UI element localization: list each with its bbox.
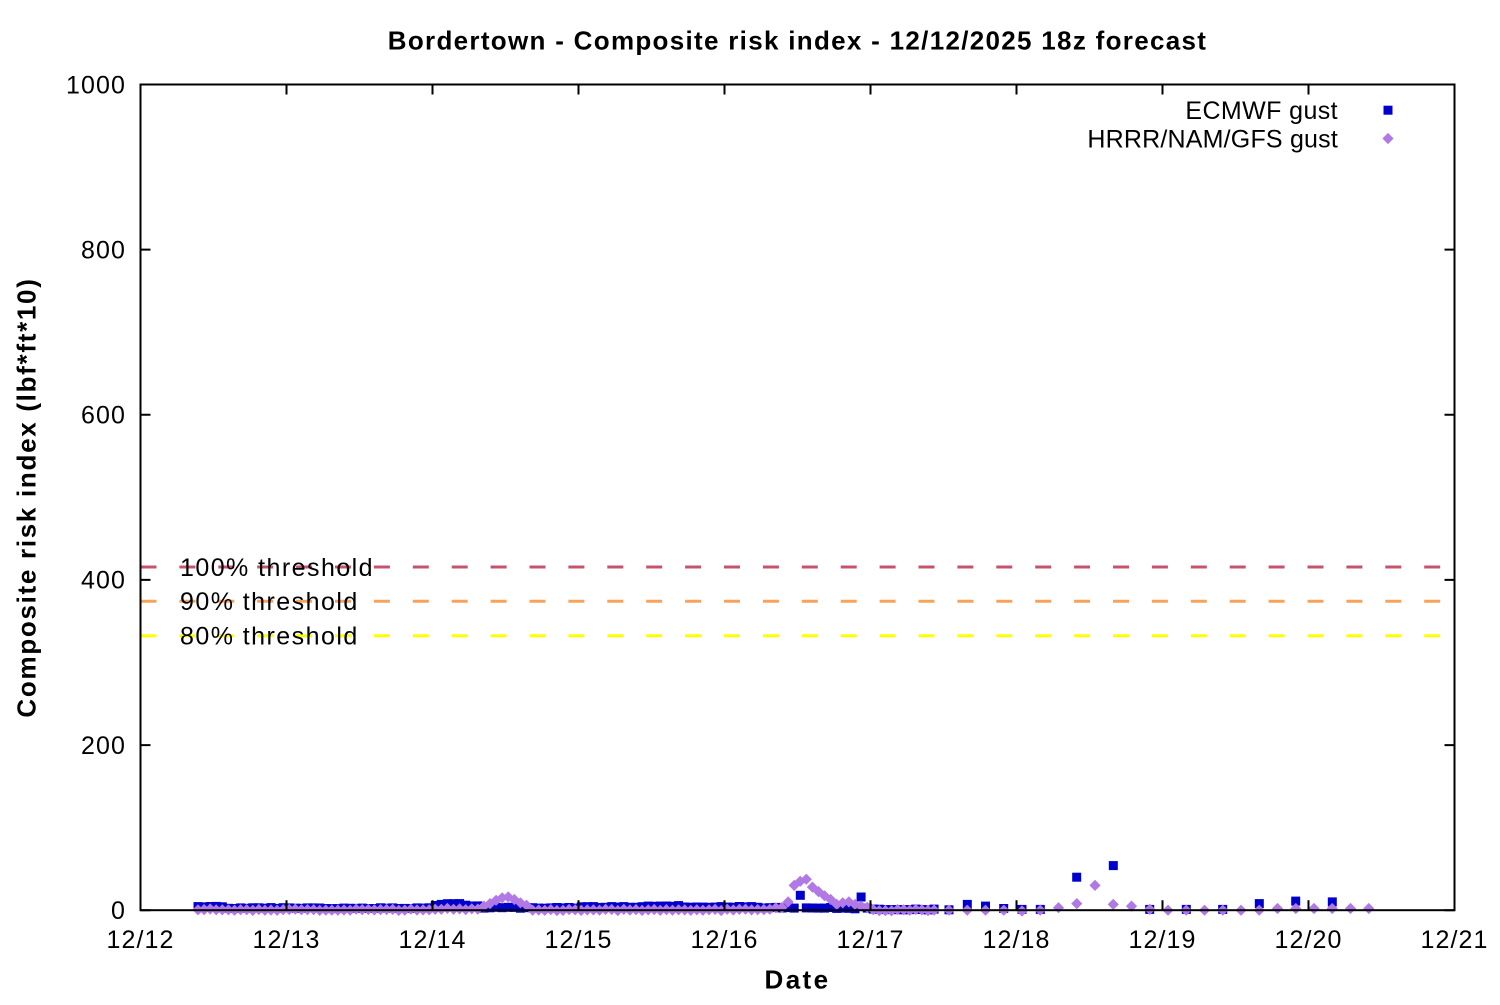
svg-text:90% threshold: 90% threshold bbox=[180, 588, 359, 616]
svg-text:800: 800 bbox=[81, 236, 126, 264]
svg-text:HRRR/NAM/GFS gust: HRRR/NAM/GFS gust bbox=[1087, 125, 1338, 153]
svg-text:100% threshold: 100% threshold bbox=[180, 554, 374, 582]
svg-text:12/17: 12/17 bbox=[836, 926, 904, 954]
svg-text:12/19: 12/19 bbox=[1128, 926, 1196, 954]
svg-text:12/20: 12/20 bbox=[1274, 926, 1342, 954]
svg-text:12/15: 12/15 bbox=[544, 926, 612, 954]
svg-text:12/13: 12/13 bbox=[252, 926, 320, 954]
svg-text:0: 0 bbox=[111, 897, 126, 925]
svg-text:Date: Date bbox=[765, 965, 831, 995]
svg-text:1000: 1000 bbox=[66, 71, 126, 99]
svg-text:12/21: 12/21 bbox=[1420, 926, 1488, 954]
svg-text:200: 200 bbox=[81, 732, 126, 760]
svg-text:12/12: 12/12 bbox=[106, 926, 174, 954]
svg-text:80% threshold: 80% threshold bbox=[180, 623, 359, 651]
svg-text:12/18: 12/18 bbox=[982, 926, 1050, 954]
svg-text:12/16: 12/16 bbox=[690, 926, 758, 954]
svg-text:400: 400 bbox=[81, 567, 126, 595]
svg-text:ECMWF gust: ECMWF gust bbox=[1185, 97, 1338, 125]
svg-text:12/14: 12/14 bbox=[398, 926, 466, 954]
svg-text:Bordertown - Composite risk in: Bordertown - Composite risk index - 12/1… bbox=[388, 26, 1207, 56]
svg-text:600: 600 bbox=[81, 402, 126, 430]
svg-text:Composite risk index (lbf*ft*1: Composite risk index (lbf*ft*10) bbox=[12, 277, 42, 717]
